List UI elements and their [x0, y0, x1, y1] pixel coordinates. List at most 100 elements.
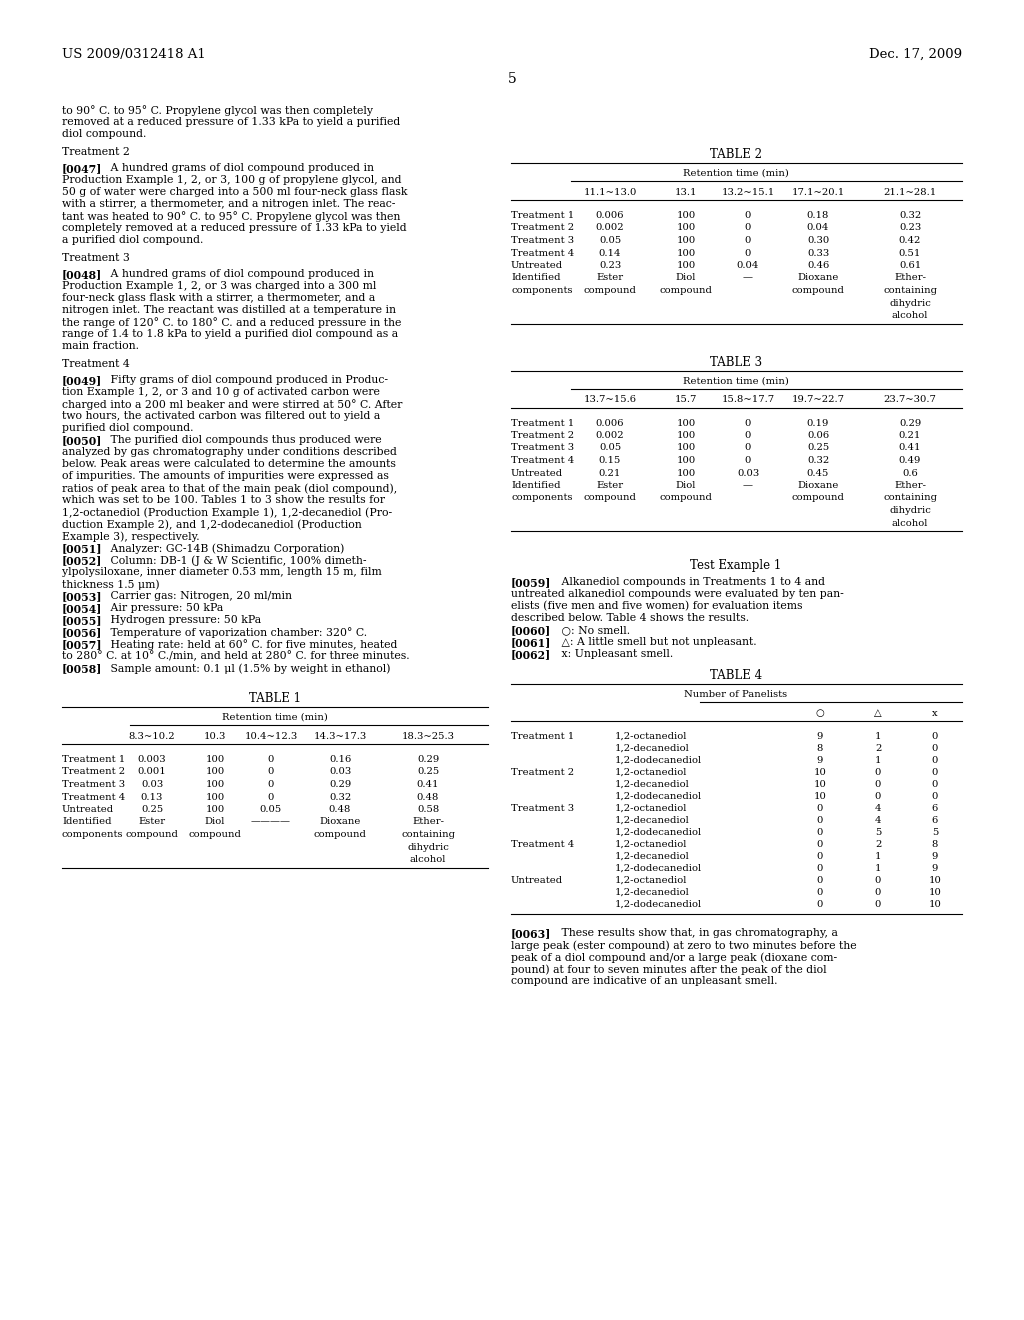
Text: 4: 4 — [874, 816, 882, 825]
Text: Ester: Ester — [596, 273, 624, 282]
Text: x: Unpleasant smell.: x: Unpleasant smell. — [551, 649, 673, 659]
Text: 0: 0 — [744, 418, 752, 428]
Text: 0.58: 0.58 — [417, 805, 439, 814]
Text: of impurities. The amounts of impurities were expressed as: of impurities. The amounts of impurities… — [62, 471, 389, 480]
Text: 0.16: 0.16 — [329, 755, 351, 764]
Text: 0.14: 0.14 — [599, 248, 622, 257]
Text: Treatment 3: Treatment 3 — [511, 236, 574, 246]
Text: 0.001: 0.001 — [137, 767, 166, 776]
Text: 0: 0 — [932, 756, 938, 766]
Text: Treatment 2: Treatment 2 — [62, 767, 125, 776]
Text: TABLE 2: TABLE 2 — [710, 148, 762, 161]
Text: Heating rate: held at 60° C. for five minutes, heated: Heating rate: held at 60° C. for five mi… — [100, 639, 397, 649]
Text: 0: 0 — [817, 888, 823, 898]
Text: 0: 0 — [268, 755, 274, 764]
Text: x: x — [932, 709, 938, 718]
Text: Treatment 3: Treatment 3 — [62, 253, 130, 263]
Text: compound are indicative of an unpleasant smell.: compound are indicative of an unpleasant… — [511, 975, 777, 986]
Text: 0.42: 0.42 — [899, 236, 922, 246]
Text: compound: compound — [659, 494, 713, 503]
Text: 100: 100 — [677, 455, 695, 465]
Text: [0056]: [0056] — [62, 627, 102, 638]
Text: alcohol: alcohol — [892, 312, 928, 319]
Text: 0.48: 0.48 — [417, 792, 439, 801]
Text: —: — — [743, 480, 753, 490]
Text: 100: 100 — [677, 236, 695, 246]
Text: 2: 2 — [874, 840, 882, 849]
Text: 2: 2 — [874, 744, 882, 752]
Text: 0.41: 0.41 — [417, 780, 439, 789]
Text: 0.002: 0.002 — [596, 223, 625, 232]
Text: [0051]: [0051] — [62, 543, 102, 554]
Text: 1,2-octanediol: 1,2-octanediol — [615, 768, 687, 777]
Text: Diol: Diol — [205, 817, 225, 826]
Text: elists (five men and five women) for evaluation items: elists (five men and five women) for eva… — [511, 601, 803, 611]
Text: which was set to be 100. Tables 1 to 3 show the results for: which was set to be 100. Tables 1 to 3 s… — [62, 495, 385, 506]
Text: 100: 100 — [206, 780, 224, 789]
Text: Analyzer: GC-14B (Shimadzu Corporation): Analyzer: GC-14B (Shimadzu Corporation) — [100, 543, 344, 553]
Text: 0.03: 0.03 — [141, 780, 163, 789]
Text: 100: 100 — [206, 805, 224, 814]
Text: 0: 0 — [874, 768, 882, 777]
Text: 10: 10 — [929, 888, 941, 898]
Text: Treatment 4: Treatment 4 — [511, 840, 574, 849]
Text: 100: 100 — [677, 444, 695, 453]
Text: 1,2-octanediol: 1,2-octanediol — [615, 733, 687, 741]
Text: ylpolysiloxane, inner diameter 0.53 mm, length 15 m, film: ylpolysiloxane, inner diameter 0.53 mm, … — [62, 568, 382, 577]
Text: 0: 0 — [874, 792, 882, 801]
Text: [0053]: [0053] — [62, 591, 102, 602]
Text: described below. Table 4 shows the results.: described below. Table 4 shows the resul… — [511, 612, 750, 623]
Text: Carrier gas: Nitrogen, 20 ml/min: Carrier gas: Nitrogen, 20 ml/min — [100, 591, 292, 601]
Text: 13.7~15.6: 13.7~15.6 — [584, 396, 637, 404]
Text: compound: compound — [792, 494, 845, 503]
Text: 0.23: 0.23 — [599, 261, 622, 271]
Text: 0.05: 0.05 — [260, 805, 283, 814]
Text: 0: 0 — [817, 828, 823, 837]
Text: Hydrogen pressure: 50 kPa: Hydrogen pressure: 50 kPa — [100, 615, 261, 624]
Text: 0.49: 0.49 — [899, 455, 922, 465]
Text: △: A little smell but not unpleasant.: △: A little smell but not unpleasant. — [551, 638, 757, 647]
Text: 0.002: 0.002 — [596, 432, 625, 440]
Text: compound: compound — [659, 286, 713, 294]
Text: 0: 0 — [744, 223, 752, 232]
Text: 5: 5 — [508, 73, 516, 86]
Text: Test Example 1: Test Example 1 — [690, 558, 781, 572]
Text: 0: 0 — [744, 455, 752, 465]
Text: 0: 0 — [817, 816, 823, 825]
Text: Treatment 4: Treatment 4 — [62, 359, 130, 370]
Text: components: components — [511, 494, 572, 503]
Text: 1,2-dodecanediol: 1,2-dodecanediol — [615, 756, 702, 766]
Text: [0050]: [0050] — [62, 436, 102, 446]
Text: 0.25: 0.25 — [807, 444, 829, 453]
Text: [0057]: [0057] — [62, 639, 102, 649]
Text: a purified diol compound.: a purified diol compound. — [62, 235, 204, 246]
Text: 13.1: 13.1 — [675, 187, 697, 197]
Text: four-neck glass flask with a stirrer, a thermometer, and a: four-neck glass flask with a stirrer, a … — [62, 293, 375, 304]
Text: tion Example 1, 2, or 3 and 10 g of activated carbon were: tion Example 1, 2, or 3 and 10 g of acti… — [62, 387, 380, 397]
Text: 10: 10 — [813, 792, 826, 801]
Text: 0.04: 0.04 — [807, 223, 829, 232]
Text: 6: 6 — [932, 804, 938, 813]
Text: 1: 1 — [874, 851, 882, 861]
Text: 13.2~15.1: 13.2~15.1 — [721, 187, 774, 197]
Text: 0.30: 0.30 — [807, 236, 829, 246]
Text: 0.46: 0.46 — [807, 261, 829, 271]
Text: 0: 0 — [817, 840, 823, 849]
Text: with a stirrer, a thermometer, and a nitrogen inlet. The reac-: with a stirrer, a thermometer, and a nit… — [62, 199, 395, 209]
Text: 10: 10 — [929, 876, 941, 884]
Text: 1: 1 — [874, 865, 882, 873]
Text: 0.29: 0.29 — [329, 780, 351, 789]
Text: Treatment 4: Treatment 4 — [511, 455, 574, 465]
Text: —: — — [743, 273, 753, 282]
Text: compound: compound — [584, 286, 637, 294]
Text: TABLE 1: TABLE 1 — [249, 692, 301, 705]
Text: [0063]: [0063] — [511, 928, 551, 939]
Text: compound: compound — [584, 494, 637, 503]
Text: 0.03: 0.03 — [329, 767, 351, 776]
Text: large peak (ester compound) at zero to two minutes before the: large peak (ester compound) at zero to t… — [511, 940, 857, 950]
Text: to 90° C. to 95° C. Propylene glycol was then completely: to 90° C. to 95° C. Propylene glycol was… — [62, 106, 373, 116]
Text: peak of a diol compound and/or a large peak (dioxane com-: peak of a diol compound and/or a large p… — [511, 952, 838, 962]
Text: 0.04: 0.04 — [737, 261, 759, 271]
Text: Treatment 1: Treatment 1 — [62, 755, 125, 764]
Text: 0.51: 0.51 — [899, 248, 922, 257]
